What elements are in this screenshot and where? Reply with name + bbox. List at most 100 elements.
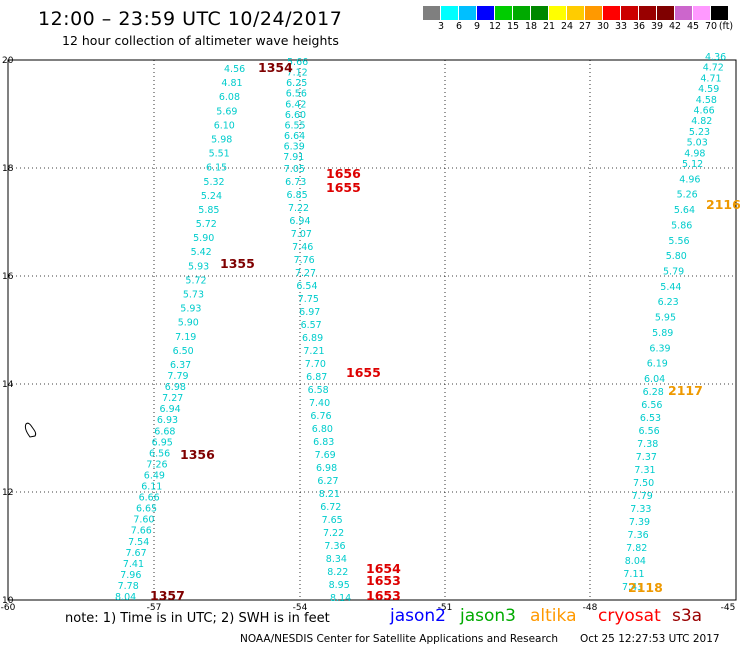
wave-height-value: 6.19 [647, 359, 668, 370]
wave-height-value: 5.26 [677, 190, 698, 201]
pass-time-label: 1653 [366, 573, 401, 588]
wave-height-value: 4.66 [694, 106, 715, 117]
wave-height-value: 4.72 [703, 63, 724, 74]
wave-height-value: 6.60 [285, 110, 306, 121]
wave-height-value: 6.11 [141, 482, 162, 493]
scale-swatch [531, 6, 548, 20]
wave-height-value: 7.37 [636, 452, 657, 463]
wave-height-value: 7.70 [305, 359, 326, 370]
scale-label: 3 [437, 21, 445, 32]
pass-time-label: 1655 [326, 180, 361, 195]
pass-time-label: 1354 [258, 60, 293, 75]
lon-tick-label: -48 [583, 603, 598, 613]
scale-label: 21 [542, 21, 556, 32]
wave-height-value: 6.56 [286, 89, 307, 100]
wave-height-value: 6.80 [312, 424, 333, 435]
pass-time-label: 2116 [706, 197, 740, 212]
wave-height-value: 6.56 [641, 400, 662, 411]
map-grid [7, 59, 737, 601]
wave-height-value: 5.56 [668, 236, 689, 247]
scale-swatch [621, 6, 638, 20]
wave-height-value: 6.65 [136, 504, 157, 515]
scale-swatch [567, 6, 584, 20]
wave-height-value: 6.98 [165, 382, 186, 393]
wave-height-value: 5.23 [689, 127, 710, 138]
wave-height-value: 5.03 [687, 138, 708, 149]
wave-height-value: 6.55 [284, 120, 305, 131]
wave-height-value: 8.04 [625, 556, 646, 567]
legend-cryosat: cryosat [598, 606, 661, 626]
wave-height-value: 7.43 [622, 582, 643, 593]
wave-height-value: 4.98 [684, 148, 705, 159]
wave-height-value: 6.54 [296, 281, 317, 292]
wave-height-value: 7.31 [634, 465, 655, 476]
wave-height-value: 6.58 [308, 385, 329, 396]
scale-label: 12 [488, 21, 502, 32]
note-text: note: 1) Time is in UTC; 2) SWH is in fe… [65, 611, 330, 626]
wave-height-value: 7.79 [632, 491, 653, 502]
pass-time-labels: 1354135513561357165616551655165416531653… [150, 60, 740, 603]
legend-altika: altika [530, 606, 577, 626]
wave-height-value: 5.89 [652, 328, 673, 339]
wave-height-value: 5.32 [203, 177, 224, 188]
wave-height-value: 7.22 [288, 203, 309, 214]
scale-swatch [639, 6, 656, 20]
scale-label: 36 [632, 21, 646, 32]
scale-label: 45 [686, 21, 700, 32]
wave-height-value: 7.36 [324, 541, 345, 552]
wave-height-value: 7.22 [323, 528, 344, 539]
axis-labels: -60 -57 -54 -51 -48 -45 10 12 14 16 18 20 [1, 56, 736, 613]
pass-time-label: 1357 [150, 588, 185, 603]
wave-height-value: 6.42 [285, 99, 306, 110]
wave-height-value: 4.58 [696, 95, 717, 106]
wave-height-value: 5.90 [178, 318, 199, 329]
wave-height-value: 6.93 [157, 415, 178, 426]
wave-height-value: 7.54 [128, 537, 149, 548]
wave-height-value: 5.93 [188, 261, 209, 272]
wave-height-value: 7.19 [175, 332, 196, 343]
wave-height-value: 4.59 [698, 84, 719, 95]
scale-swatch [585, 6, 602, 20]
wave-height-value: 5.12 [682, 159, 703, 170]
wave-height-value: 5.80 [666, 251, 687, 262]
wave-height-value: 5.95 [655, 313, 676, 324]
wave-height-value: 7.75 [298, 294, 319, 305]
island-outline [24, 422, 37, 438]
lon-tick-label: -57 [147, 603, 162, 613]
scale-swatch [675, 6, 692, 20]
wave-height-value: 6.94 [160, 404, 181, 415]
wave-height-value: 7.27 [162, 393, 183, 404]
wave-height-value: 4.82 [691, 116, 712, 127]
wave-height-value: 5.72 [185, 275, 206, 286]
wave-height-value: 6.56 [149, 448, 170, 459]
lat-tick-label: 20 [2, 56, 14, 66]
wave-height-value: 5.90 [193, 233, 214, 244]
pass-time-label: 1355 [220, 256, 255, 271]
wave-height-value: 6.15 [206, 163, 227, 174]
wave-height-value: 8.21 [319, 489, 340, 500]
wave-height-value: 8.22 [327, 567, 348, 578]
footer-credit: NOAA/NESDIS Center for Satellite Applica… [240, 633, 558, 645]
scale-swatch [423, 6, 440, 20]
wave-height-value: 5.98 [211, 134, 232, 145]
wave-height-value: 5.72 [196, 219, 217, 230]
footer-timestamp: Oct 25 12:27:53 UTC 2017 [580, 633, 720, 645]
scale-label: 27 [578, 21, 592, 32]
wave-height-value: 7.91 [283, 152, 304, 163]
wave-height-value: 5.42 [191, 247, 212, 258]
wave-height-value: 4.56 [224, 64, 245, 75]
lon-tick-label: -51 [438, 603, 453, 613]
wave-height-value: 6.94 [289, 216, 310, 227]
wave-height-value: 5.73 [183, 290, 204, 301]
wave-height-value: 7.21 [303, 346, 324, 357]
track-values: 4.56 4.81 6.08 5.69 6.10 5.98 5.51 6.15 5.32 5.24… [115, 52, 726, 604]
wave-height-value: 4.96 [679, 174, 700, 185]
wave-height-value: 4.71 [700, 73, 721, 84]
wave-height-value: 6.08 [219, 92, 240, 103]
lat-tick-label: 12 [2, 488, 13, 498]
wave-height-value: 7.05 [284, 164, 305, 175]
pass-time-label: 1655 [346, 365, 381, 380]
wave-height-value: 4.81 [221, 78, 242, 89]
scale-label: 9 [473, 21, 481, 32]
wave-height-value: 8.95 [329, 580, 350, 591]
